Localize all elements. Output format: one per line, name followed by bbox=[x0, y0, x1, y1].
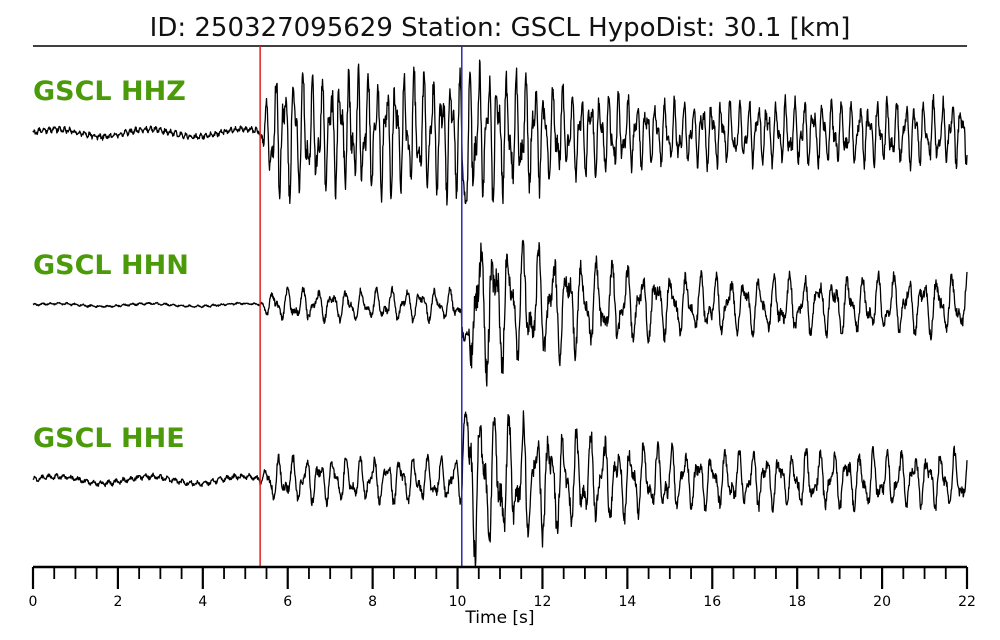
x-tick-label: 12 bbox=[534, 594, 552, 610]
chart-title: ID: 250327095629 Station: GSCL HypoDist:… bbox=[150, 13, 851, 43]
trace-label-hhe: GSCL HHE bbox=[33, 423, 185, 454]
x-tick-label: 4 bbox=[198, 594, 207, 610]
x-tick-label: 18 bbox=[788, 594, 806, 610]
x-tick-label: 22 bbox=[958, 594, 976, 610]
phase-picks bbox=[259, 46, 463, 567]
trace-label-hhz: GSCL HHZ bbox=[33, 76, 186, 107]
waveform-trace-hhn bbox=[32, 239, 968, 387]
x-tick-label: 8 bbox=[368, 594, 377, 610]
x-tick-label: 10 bbox=[449, 594, 467, 610]
x-tick-label: 0 bbox=[29, 594, 38, 610]
trace-label-hhn: GSCL HHN bbox=[33, 250, 189, 281]
waveform-trace-hhe bbox=[32, 410, 968, 569]
x-axis-label: Time [s] bbox=[464, 608, 534, 628]
waveform-traces bbox=[32, 59, 968, 569]
x-tick-label: 6 bbox=[283, 594, 292, 610]
time-axis: 0 2 4 6 8 10 12 14 16 18 20 22 bbox=[29, 565, 976, 610]
x-tick-label: 14 bbox=[618, 594, 636, 610]
x-tick-label: 20 bbox=[873, 594, 891, 610]
x-tick-label: 16 bbox=[703, 594, 721, 610]
waveform-trace-hhz bbox=[32, 59, 968, 206]
trace-labels: GSCL HHZ GSCL HHN GSCL HHE bbox=[33, 76, 189, 454]
x-tick-label: 2 bbox=[113, 594, 122, 610]
